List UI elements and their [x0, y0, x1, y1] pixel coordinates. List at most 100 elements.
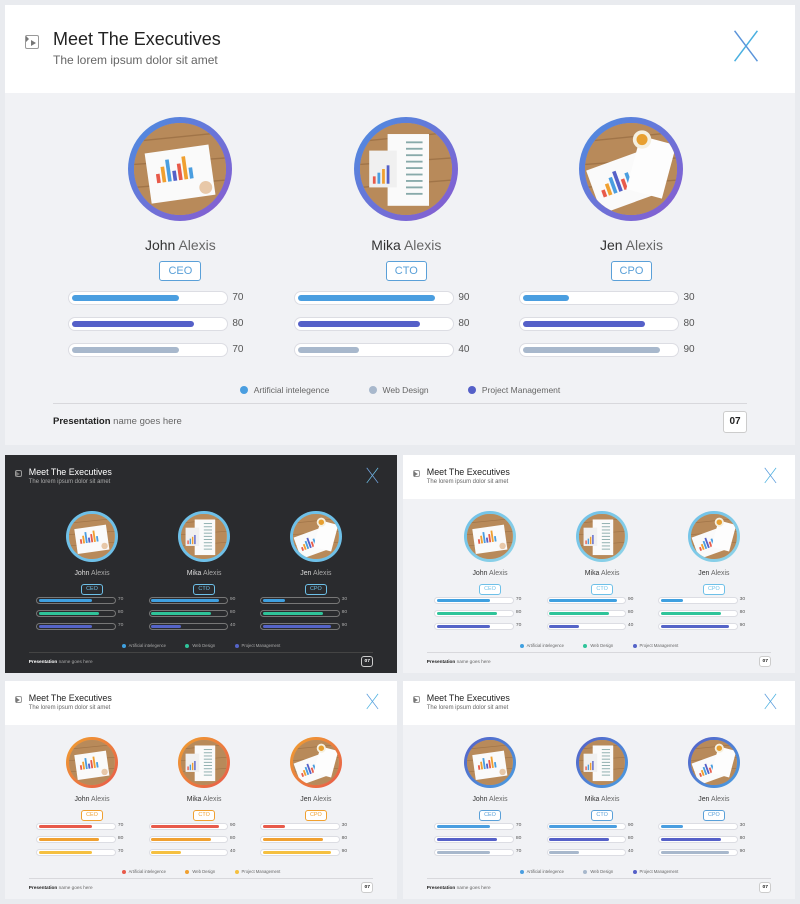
play-icon[interactable]	[412, 469, 420, 477]
photo-image	[579, 513, 625, 560]
skill-bars: 90 80 40	[546, 822, 656, 862]
executive-role-badge: CEO	[159, 261, 202, 281]
legend-item: Artificial intelegence	[121, 869, 166, 874]
executive-last-name: Alexis	[600, 570, 620, 578]
skill-bar-track	[546, 835, 626, 843]
skill-bar-row: 80	[658, 835, 767, 849]
skill-bar-value: 70	[232, 344, 244, 355]
slide-title: Meet The Executives	[53, 29, 221, 49]
executive-name: John Alexis	[42, 796, 141, 803]
play-triangle	[18, 472, 21, 475]
skill-bar-value: 80	[232, 318, 244, 329]
footer-bold: Presentation	[28, 885, 58, 891]
executive-card: Mika Alexis CTO	[306, 117, 506, 281]
photo-image	[585, 123, 678, 215]
slide-green[interactable]: Meet The Executives The lorem ipsum dolor…	[403, 455, 795, 673]
executive-photo	[293, 739, 339, 786]
skill-bars: 90 80 40	[148, 596, 258, 636]
executive-role-badge: CEO	[479, 583, 501, 595]
skill-bar-track	[434, 609, 514, 617]
slide-warm[interactable]: Meet The Executives The lorem ipsum dolor…	[5, 681, 397, 899]
photo-image	[293, 739, 339, 786]
slide-main[interactable]: Meet The Executives The lorem ipsum dolor…	[5, 5, 795, 445]
skill-bar-fill	[151, 825, 219, 829]
skill-bar-track	[148, 609, 228, 617]
executive-photo	[69, 513, 115, 560]
play-icon[interactable]	[14, 469, 22, 477]
skill-bars: 70 80 70	[68, 291, 288, 369]
slide-subtitle: The lorem ipsum dolor sit amet	[28, 704, 111, 711]
footer-rest: name goes here	[110, 416, 182, 427]
skill-bar-track	[148, 848, 228, 856]
play-triangle	[416, 472, 419, 475]
executive-first-name: John	[74, 570, 90, 578]
legend-dot	[519, 869, 524, 874]
photo-image	[467, 513, 513, 560]
executive-photo	[181, 739, 227, 786]
skill-bar-fill	[660, 838, 722, 842]
executive-avatar	[290, 510, 342, 563]
play-icon[interactable]	[14, 695, 22, 703]
skill-bar-row: 90	[148, 596, 258, 610]
legend-dot	[632, 869, 637, 874]
skill-bar-value: 90	[627, 597, 634, 603]
play-icon[interactable]	[412, 695, 420, 703]
skill-bars: 30 80 90	[260, 822, 369, 862]
slide-header: Meet The Executives The lorem ipsum dolor…	[5, 5, 795, 93]
executive-first-name: Jen	[698, 570, 710, 578]
skill-bar-value: 80	[683, 318, 695, 329]
skill-bar-value: 40	[229, 849, 236, 855]
skill-bar-fill	[298, 347, 360, 353]
executive-first-name: John	[144, 237, 176, 253]
executive-card: Jen Alexis CPO	[531, 117, 731, 281]
skill-bar-row: 80	[658, 609, 767, 623]
skill-bar-row: 90	[546, 822, 656, 836]
executive-avatar	[290, 736, 342, 789]
skill-bar-fill	[549, 825, 617, 829]
slide-footer: Presentation name goes here 07	[426, 878, 772, 896]
skill-bar-value: 80	[739, 836, 746, 842]
page-number: 07	[361, 882, 374, 894]
photo-image	[69, 513, 115, 560]
skill-bar-value: 80	[627, 610, 634, 616]
executive-first-name: Jen	[698, 796, 710, 804]
executive-last-name: Alexis	[202, 570, 222, 578]
executive-role-badge: CEO	[81, 583, 103, 595]
skill-bar-row: 70	[434, 848, 543, 862]
skill-bar-track	[36, 822, 116, 830]
skill-bar-value: 40	[458, 344, 470, 355]
legend-item: Artificial intelegence	[239, 385, 329, 395]
skill-bar-row: 80	[546, 609, 656, 623]
skill-bar-fill	[38, 851, 92, 855]
executive-name: Jen Alexis	[664, 570, 763, 577]
executive-role-badge: CTO	[591, 809, 613, 821]
executive-last-name: Alexis	[489, 570, 508, 578]
skill-bar-track	[519, 343, 680, 357]
page-number: 07	[723, 410, 747, 433]
slide-navy[interactable]: Meet The Executives The lorem ipsum dolor…	[403, 681, 795, 899]
footer-bold: Presentation	[426, 885, 456, 891]
skill-bar-fill	[436, 825, 490, 829]
executive-first-name: John	[472, 570, 488, 578]
logo-icon	[727, 27, 765, 70]
executive-last-name: Alexis	[91, 570, 110, 578]
skill-bar-value: 70	[117, 597, 124, 603]
play-icon[interactable]	[25, 35, 39, 49]
skill-bar-track	[658, 622, 738, 630]
slide-dark[interactable]: Meet The Executives The lorem ipsum dolor…	[5, 455, 397, 673]
logo-icon	[363, 692, 382, 716]
slide-footer: Presentation name goes here 07	[426, 652, 772, 670]
executive-first-name: Jen	[300, 570, 312, 578]
skill-bar-row: 70	[434, 596, 543, 610]
footer-text: Presentation name goes here	[29, 659, 93, 664]
legend-dot	[583, 869, 588, 874]
skill-bar-value: 30	[739, 597, 746, 603]
executive-first-name: Jen	[599, 237, 623, 253]
skill-bars: 30 80 90	[519, 291, 739, 369]
executive-avatar	[464, 736, 516, 789]
footer-text: Presentation name goes here	[29, 885, 93, 890]
skill-bar-track	[260, 822, 340, 830]
executive-card: Mika Alexis CTO	[553, 510, 652, 596]
skill-bar-row: 90	[658, 848, 767, 862]
skill-bar-track	[434, 822, 514, 830]
